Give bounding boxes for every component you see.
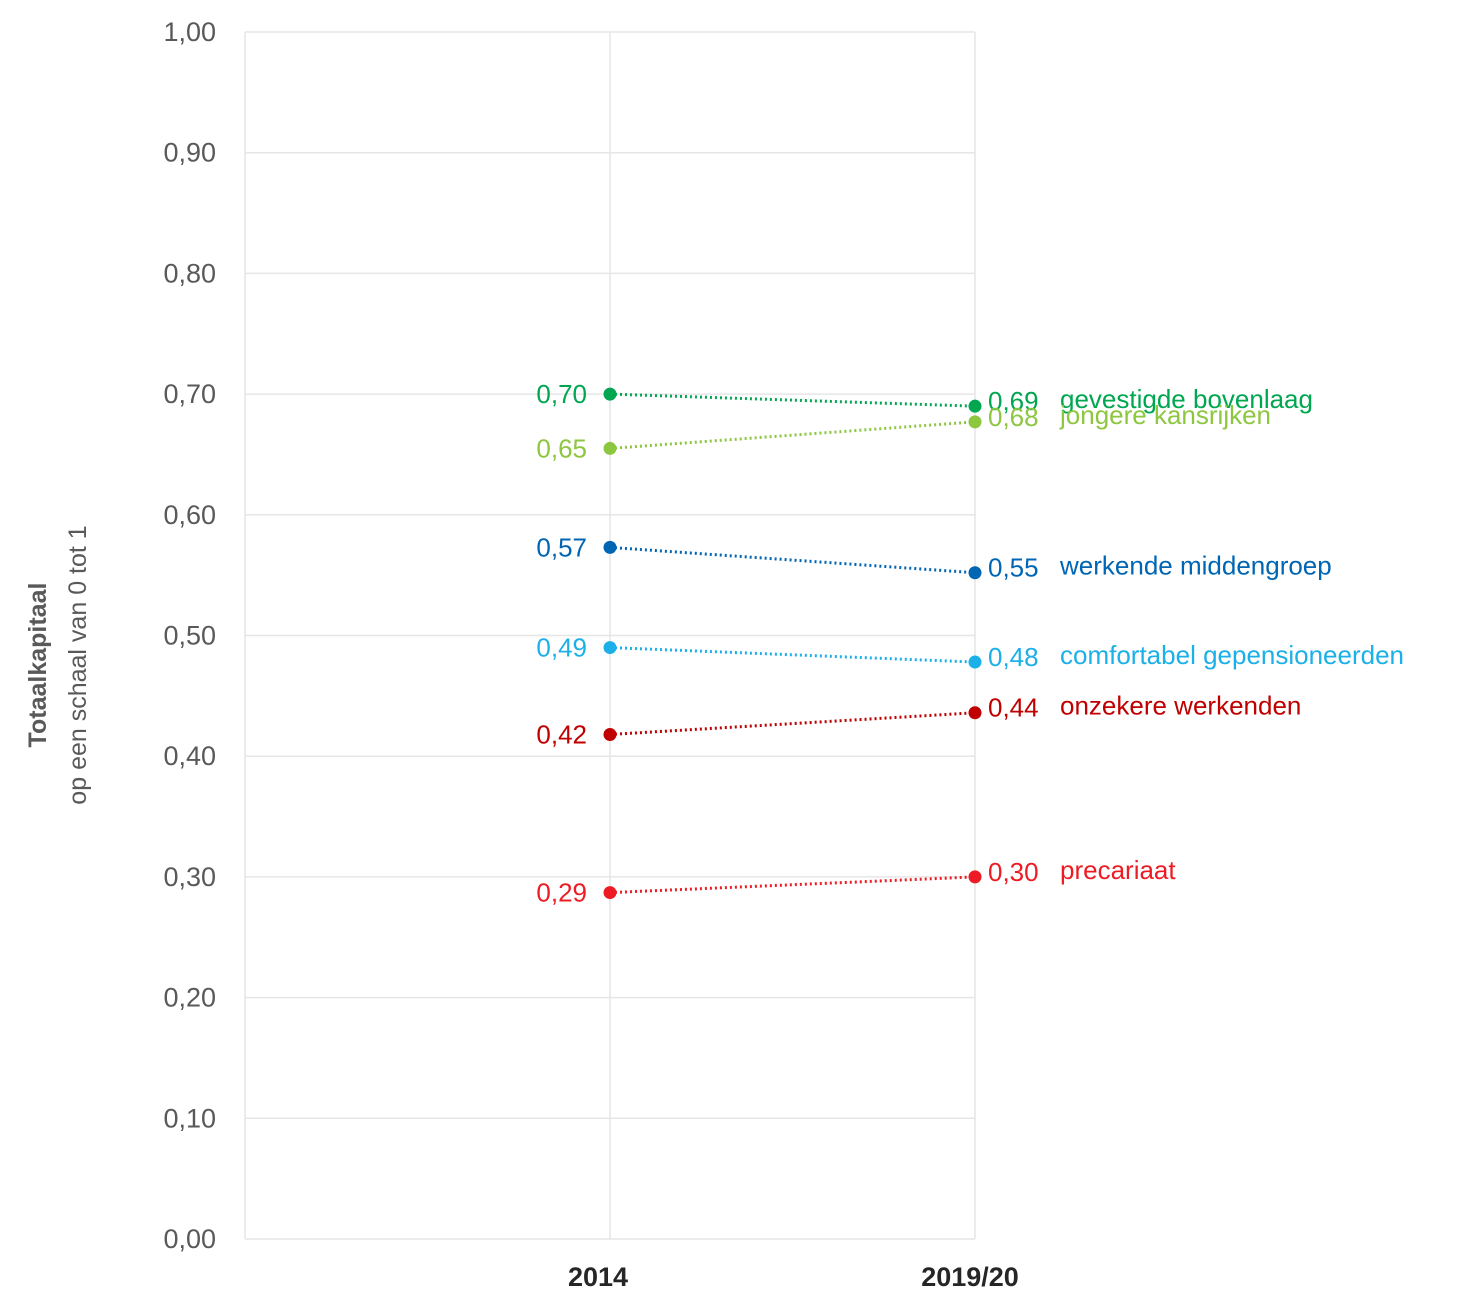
y-tick-label: 0,60 [163, 500, 216, 530]
y-axis-tick-labels: 0,00 0,10 0,20 0,30 0,40 0,50 0,60 0,70 0,80 0,90… [163, 17, 216, 1254]
series-name-label: jongere kansrijken [1059, 400, 1271, 430]
series-name-label: onzekere werkenden [1060, 691, 1301, 721]
y-tick-label: 0,80 [163, 258, 216, 288]
series-line [610, 394, 975, 406]
data-label: 0,42 [536, 719, 587, 749]
y-tick-label: 0,10 [163, 1103, 216, 1133]
data-point [604, 388, 617, 401]
y-tick-label: 1,00 [163, 17, 216, 47]
data-label: 0,68 [988, 402, 1039, 432]
y-axis-title-main: Totaalkapitaal [24, 583, 52, 748]
data-point [604, 442, 617, 455]
series: 0,65 0,68 jongere kansrijken [536, 400, 1271, 464]
y-tick-label: 0,20 [163, 983, 216, 1013]
data-point [604, 886, 617, 899]
data-point [969, 656, 982, 669]
series-line [610, 547, 975, 572]
data-point [969, 400, 982, 413]
series-line [610, 648, 975, 662]
data-label: 0,65 [536, 433, 587, 463]
data-label: 0,44 [988, 693, 1039, 723]
y-tick-label: 0,40 [163, 741, 216, 771]
series: 0,49 0,48 comfortabel gepensioneerden [536, 633, 1404, 672]
gridlines [245, 32, 975, 1239]
series: 0,29 0,30 precariaat [536, 855, 1176, 908]
series: 0,42 0,44 onzekere werkenden [536, 691, 1301, 750]
data-point [604, 641, 617, 654]
data-point [969, 566, 982, 579]
series-name-label: precariaat [1060, 855, 1176, 885]
y-axis-title-sub: op een schaal van 0 tot 1 [64, 525, 92, 804]
x-category-label: 2014 [568, 1262, 628, 1291]
y-tick-label: 0,90 [163, 138, 216, 168]
data-label: 0,57 [536, 532, 587, 562]
series-name-label: comfortabel gepensioneerden [1060, 640, 1404, 670]
series-name-label: werkende middengroep [1059, 551, 1332, 581]
x-axis-category-labels: 2014 2019/20 [568, 1262, 1019, 1291]
data-point [969, 706, 982, 719]
data-point [969, 415, 982, 428]
data-label: 0,70 [536, 379, 587, 409]
series-line [610, 422, 975, 449]
data-label: 0,30 [988, 857, 1039, 887]
y-tick-label: 0,30 [163, 862, 216, 892]
y-tick-label: 0,00 [163, 1224, 216, 1254]
series-line [610, 713, 975, 735]
series-line [610, 877, 975, 893]
y-tick-label: 0,70 [163, 379, 216, 409]
series: 0,57 0,55 werkende middengroep [536, 532, 1331, 582]
data-label: 0,55 [988, 553, 1039, 583]
data-label: 0,49 [536, 633, 587, 663]
data-point [604, 728, 617, 741]
x-category-label: 2019/20 [921, 1262, 1019, 1291]
y-tick-label: 0,50 [163, 621, 216, 651]
data-point [969, 870, 982, 883]
y-axis-title: Totaalkapitaal op een schaal van 0 tot 1 [24, 525, 92, 804]
data-point [604, 541, 617, 554]
data-label: 0,29 [536, 878, 587, 908]
data-label: 0,48 [988, 642, 1039, 672]
